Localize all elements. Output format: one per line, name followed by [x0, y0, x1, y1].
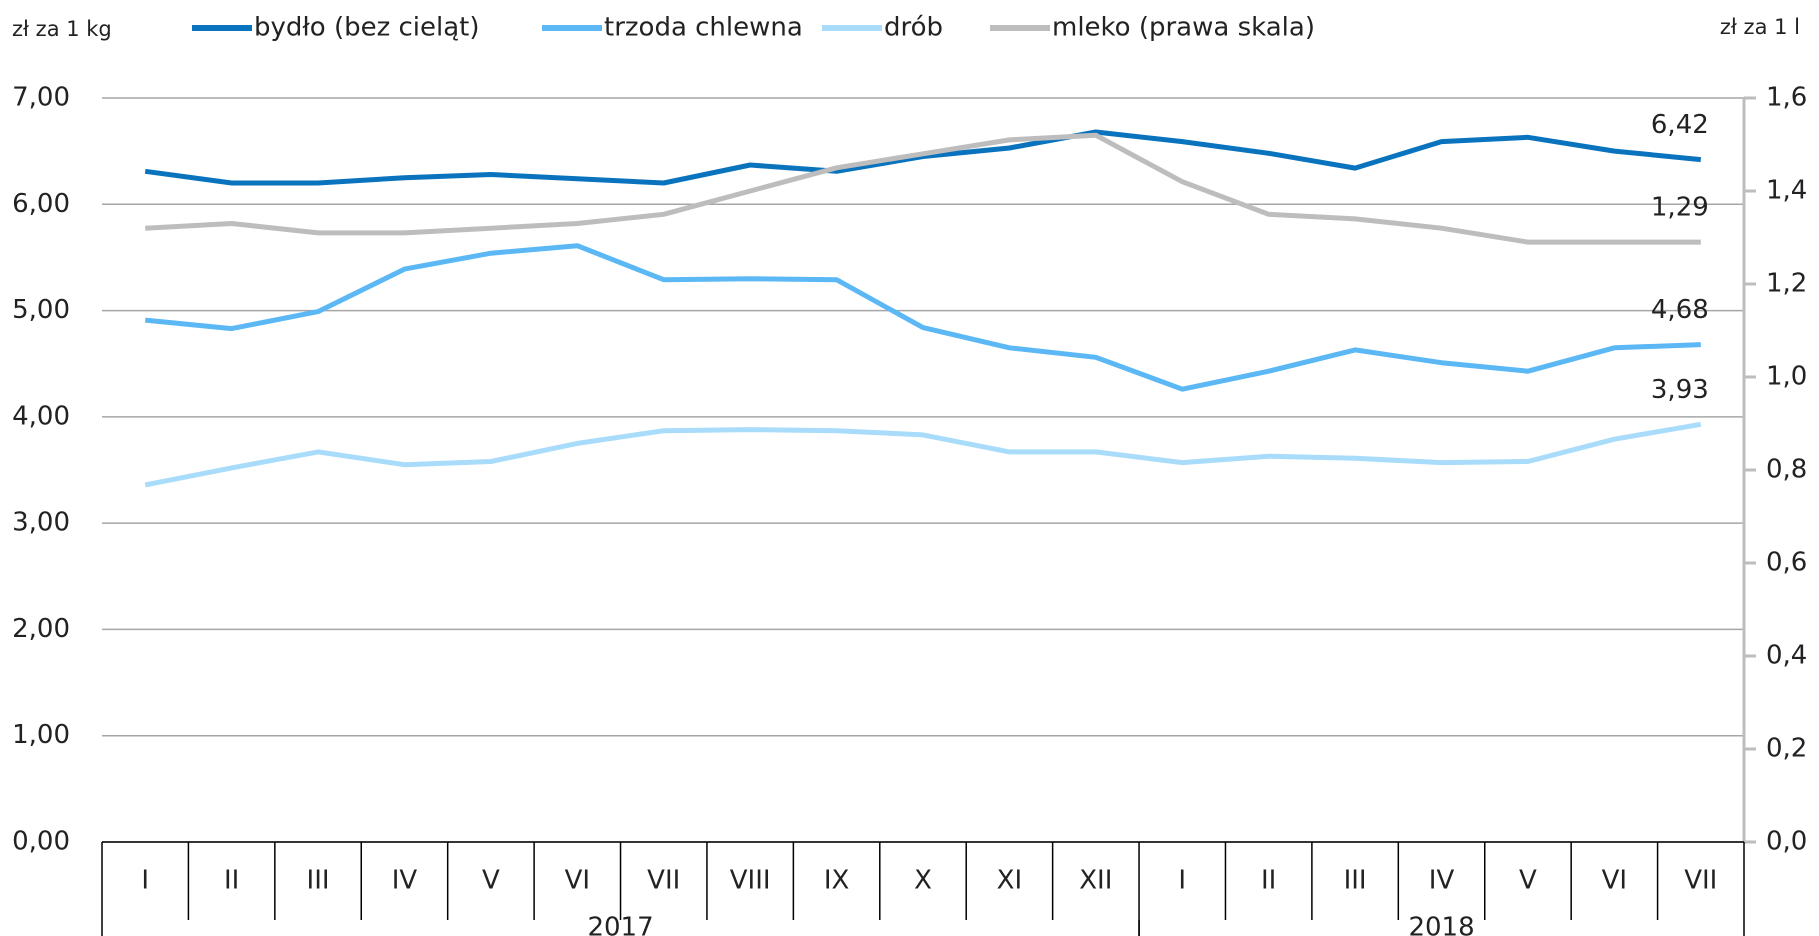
- x-tick-label: VIII: [730, 866, 771, 896]
- x-tick-label: I: [141, 866, 149, 896]
- y-tick-label: 2,00: [12, 614, 70, 644]
- x-tick-label: II: [224, 866, 239, 896]
- x-tick-label: X: [914, 866, 932, 896]
- data-label: 3,93: [1651, 375, 1709, 405]
- legend-label: bydło (bez cieląt): [254, 13, 480, 43]
- series-line: [144, 129, 1702, 186]
- x-tick-label: IX: [824, 866, 849, 896]
- y2-tick-label: 1,2: [1766, 269, 1807, 299]
- y2-tick-label: 0,2: [1766, 734, 1807, 764]
- year-label: 2017: [587, 913, 653, 936]
- y2-tick-label: 1,0: [1766, 362, 1807, 392]
- series-line: [144, 421, 1702, 488]
- x-tick-label: V: [1519, 866, 1537, 896]
- x-tick-label: III: [307, 866, 330, 896]
- y2-axis-label: zł za 1 l: [1720, 15, 1800, 39]
- y2-tick-label: 0,8: [1766, 455, 1807, 485]
- y-tick-label: 3,00: [12, 508, 70, 538]
- x-tick-label: VII: [647, 866, 680, 896]
- x-tick-label: V: [482, 866, 500, 896]
- series-line: [145, 132, 1701, 245]
- legend-label: mleko (prawa skala): [1052, 13, 1315, 43]
- x-tick-label: VII: [1684, 866, 1717, 896]
- x-tick-label: III: [1344, 866, 1367, 896]
- y2-tick-label: 0,0: [1766, 827, 1807, 857]
- y2-tick-label: 0,6: [1766, 548, 1807, 578]
- data-label: 1,29: [1651, 193, 1709, 223]
- x-tick-label: IV: [1429, 866, 1455, 896]
- x-tick-label: IV: [392, 866, 418, 896]
- x-tick-label: XII: [1079, 866, 1112, 896]
- series-line: [144, 243, 1701, 392]
- data-label: 4,68: [1651, 295, 1709, 325]
- x-tick-label: I: [1178, 866, 1186, 896]
- legend-label: drób: [884, 13, 943, 43]
- y-tick-label: 6,00: [12, 189, 70, 219]
- data-label: 6,42: [1651, 110, 1709, 140]
- y2-tick-label: 1,4: [1766, 176, 1807, 206]
- y-tick-label: 0,00: [12, 827, 70, 857]
- x-tick-label: VI: [1602, 866, 1627, 896]
- x-tick-label: XI: [997, 866, 1022, 896]
- x-tick-label: II: [1261, 866, 1276, 896]
- y-axis-label: zł za 1 kg: [12, 17, 112, 41]
- x-tick-label: VI: [565, 866, 590, 896]
- year-label: 2018: [1408, 913, 1474, 936]
- y2-tick-label: 0,4: [1766, 641, 1807, 671]
- y-tick-label: 5,00: [12, 295, 70, 325]
- y-tick-label: 7,00: [12, 83, 70, 113]
- y2-tick-label: 1,6: [1766, 83, 1807, 113]
- y-tick-label: 1,00: [12, 720, 70, 750]
- y-tick-label: 4,00: [12, 401, 70, 431]
- legend-label: trzoda chlewna: [604, 13, 803, 43]
